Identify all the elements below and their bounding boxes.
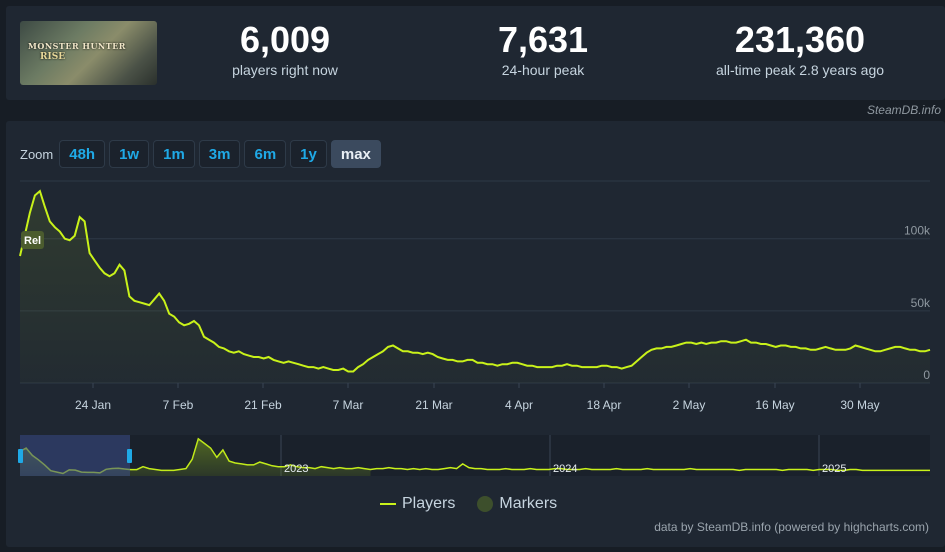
players-legend-swatch [380, 503, 396, 505]
x-tick-label: 4 Apr [505, 398, 533, 412]
release-marker-badge [21, 231, 44, 249]
navigator-selection[interactable] [20, 435, 130, 476]
steamdb-credit[interactable]: SteamDB.info [866, 103, 941, 117]
markers-legend-swatch [477, 496, 494, 512]
y-tick-label: 100k [904, 224, 931, 238]
chart-legend: Players Markers [380, 495, 557, 513]
legend-markers[interactable]: Markers [499, 495, 558, 512]
y-axis-labels: 0 50k 100k [904, 224, 931, 382]
stat-value: 7,631 [497, 19, 589, 60]
summary-panel: MONSTER HUNTER RISE 6,009 players right … [6, 6, 945, 100]
stat-label: 24-hour peak [501, 62, 585, 78]
navigator-year-label: 2023 [284, 463, 308, 475]
navigator-right-handle[interactable] [127, 449, 132, 463]
navigator-year-labels: 2023 2024 2025 [284, 463, 846, 475]
x-tick-label: 2 May [673, 398, 706, 412]
x-tick-label: 7 Feb [163, 398, 194, 412]
x-tick-label: 21 Feb [244, 398, 282, 412]
x-tick-label: 21 Mar [415, 398, 452, 412]
stat-label: all-time peak 2.8 years ago [715, 62, 885, 78]
x-tick-label: 16 May [755, 398, 794, 412]
y-tick-label: 0 [923, 368, 930, 382]
stat-value: 6,009 [239, 19, 331, 60]
cover-title: MONSTER HUNTER [28, 41, 126, 51]
zoom-48h-button[interactable]: 48h [59, 140, 106, 168]
players-area [20, 191, 930, 383]
navigator-year-label: 2025 [822, 463, 846, 475]
y-tick-label: 50k [911, 296, 931, 310]
zoom-max-button[interactable]: max [330, 140, 381, 168]
navigator-year-label: 2024 [553, 463, 577, 475]
stat-24h-peak: 7,631 24-hour peak [423, 19, 663, 79]
zoom-controls: Zoom 48h 1w 1m 3m 6m 1y max [20, 140, 385, 168]
x-tick-label: 24 Jan [75, 398, 111, 412]
chart-footer-credit[interactable]: data by SteamDB.info (powered by highcha… [654, 520, 929, 534]
x-tick-label: 30 May [840, 398, 879, 412]
zoom-1m-button[interactable]: 1m [153, 140, 195, 168]
zoom-1y-button[interactable]: 1y [290, 140, 327, 168]
legend-players[interactable]: Players [402, 495, 456, 512]
navigator[interactable]: 2023 2024 2025 [18, 435, 930, 476]
x-tick-label: 7 Mar [333, 398, 364, 412]
stat-all-time-peak: 231,360 all-time peak 2.8 years ago [680, 19, 920, 79]
zoom-1w-button[interactable]: 1w [109, 140, 150, 168]
release-marker-label: Rel [24, 235, 41, 247]
navigator-area [20, 438, 371, 476]
zoom-6m-button[interactable]: 6m [244, 140, 287, 168]
stat-current-players: 6,009 players right now [165, 19, 405, 79]
zoom-3m-button[interactable]: 3m [198, 140, 241, 168]
stat-value: 231,360 [734, 19, 866, 60]
x-tick-label: 18 Apr [587, 398, 622, 412]
x-axis-labels: 24 Jan 7 Feb 21 Feb 7 Mar 21 Mar 4 Apr 18 Apr 2… [75, 383, 880, 412]
release-marker[interactable]: Rel [21, 231, 44, 249]
players-series-line[interactable] [19, 189, 931, 373]
zoom-label: Zoom [20, 146, 54, 162]
stat-label: players right now [232, 62, 338, 78]
navigator-left-handle[interactable] [18, 449, 23, 463]
game-cover-image[interactable]: MONSTER HUNTER RISE [20, 21, 157, 85]
cover-subtitle: RISE [40, 52, 66, 62]
